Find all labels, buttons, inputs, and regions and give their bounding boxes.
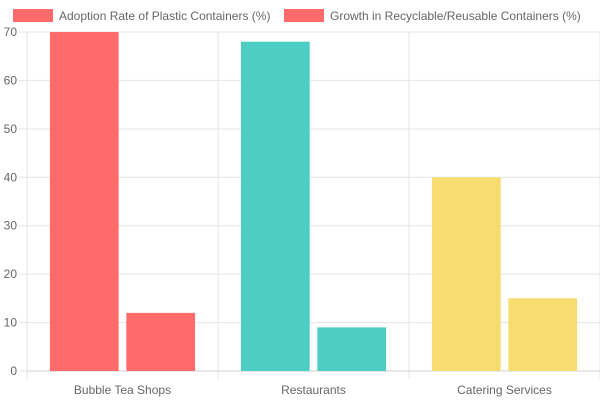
bar[interactable] (508, 298, 578, 371)
y-tick-label: 50 (4, 122, 18, 136)
bar[interactable] (240, 41, 310, 371)
legend: Adoption Rate of Plastic Containers (%) … (13, 9, 581, 23)
grid (26, 31, 600, 379)
legend-label: Adoption Rate of Plastic Containers (%) (59, 9, 270, 23)
bar[interactable] (431, 177, 501, 371)
bar[interactable] (49, 32, 119, 371)
legend-item-0[interactable]: Adoption Rate of Plastic Containers (%) (13, 9, 270, 23)
y-tick-label: 30 (4, 219, 18, 233)
x-tick-label: Restaurants (281, 383, 346, 397)
y-tick-label: 20 (4, 267, 18, 281)
legend-item-1[interactable]: Growth in Recyclable/Reusable Containers… (284, 9, 581, 23)
y-tick-label: 70 (4, 25, 18, 39)
legend-swatch (13, 9, 53, 22)
y-tick-label: 0 (10, 364, 17, 378)
y-tick-label: 10 (4, 316, 18, 330)
legend-swatch (284, 9, 324, 22)
axes: 0 10 20 30 40 50 60 70 Bubble Tea Shops Restauran… (4, 25, 600, 397)
bar[interactable] (126, 312, 196, 371)
y-tick-label: 40 (4, 170, 18, 184)
x-tick-label: Catering Services (457, 383, 552, 397)
y-tick-label: 60 (4, 73, 18, 87)
legend-label: Growth in Recyclable/Reusable Containers… (330, 9, 581, 23)
bars (49, 32, 578, 371)
bar[interactable] (317, 327, 387, 371)
x-tick-label: Bubble Tea Shops (74, 383, 171, 397)
